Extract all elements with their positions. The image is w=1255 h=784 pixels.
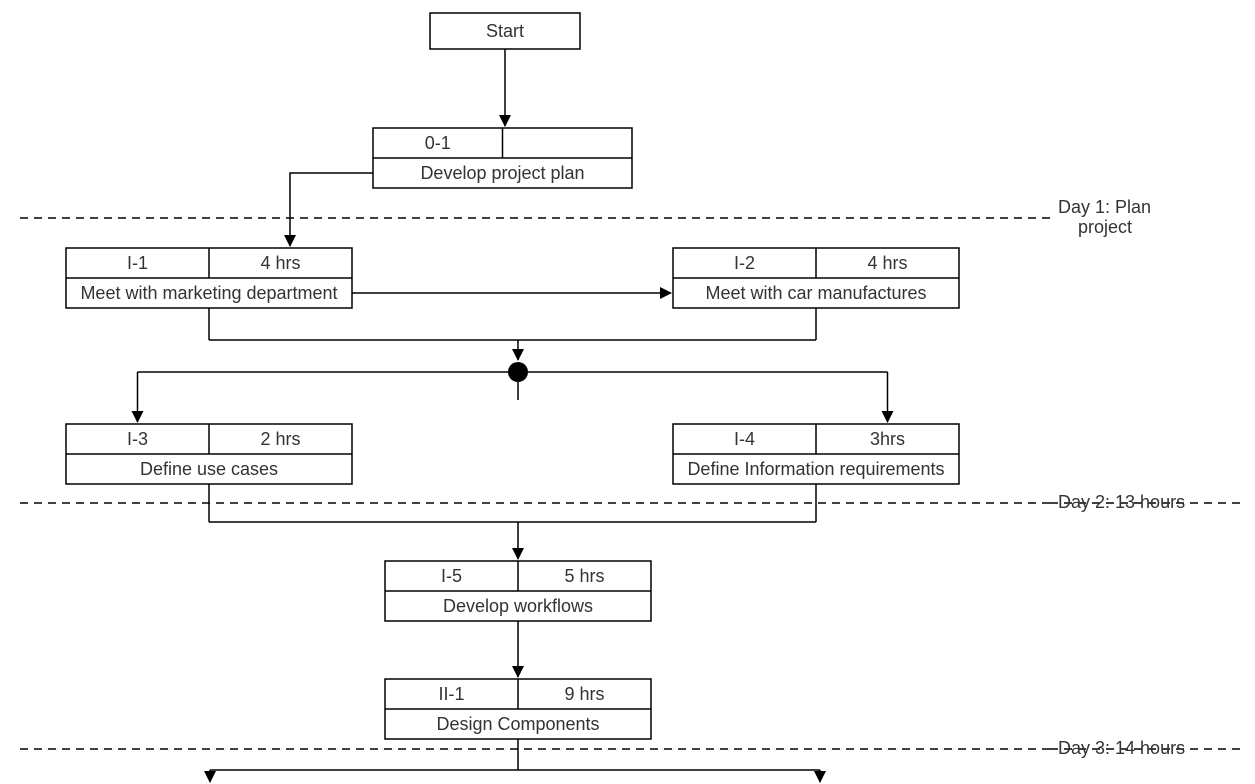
develop_workflows-title: Develop workflows (443, 596, 593, 616)
define_info-duration: 3hrs (870, 429, 905, 449)
day3-label: Day 3: 14 hours (1058, 738, 1185, 758)
design_components-duration: 9 hrs (564, 684, 604, 704)
day1-label-line1: Day 1: Plan (1058, 197, 1151, 217)
develop_plan-code: 0-1 (425, 133, 451, 153)
define_info-code: I-4 (734, 429, 755, 449)
develop_workflows-duration: 5 hrs (564, 566, 604, 586)
meet_car-title: Meet with car manufactures (705, 283, 926, 303)
define_info-title: Define Information requirements (687, 459, 944, 479)
edge-plan-marketing (290, 173, 373, 246)
develop_plan-title: Develop project plan (420, 163, 584, 183)
meet_marketing-code: I-1 (127, 253, 148, 273)
start-label: Start (486, 21, 524, 41)
flowchart-diagram: Start 0-1 Develop project plan I-1 4 hrs Meet… (0, 0, 1255, 784)
join-node (508, 362, 528, 382)
develop_workflows-code: I-5 (441, 566, 462, 586)
design_components-code: II-1 (438, 684, 464, 704)
meet_marketing-duration: 4 hrs (260, 253, 300, 273)
meet_car-duration: 4 hrs (867, 253, 907, 273)
define_use_cases-duration: 2 hrs (260, 429, 300, 449)
meet_car-code: I-2 (734, 253, 755, 273)
day2-label: Day 2: 13 hours (1058, 492, 1185, 512)
define_use_cases-code: I-3 (127, 429, 148, 449)
design_components-title: Design Components (436, 714, 599, 734)
day1-label-line2: project (1078, 217, 1132, 237)
define_use_cases-title: Define use cases (140, 459, 278, 479)
meet_marketing-title: Meet with marketing department (80, 283, 337, 303)
